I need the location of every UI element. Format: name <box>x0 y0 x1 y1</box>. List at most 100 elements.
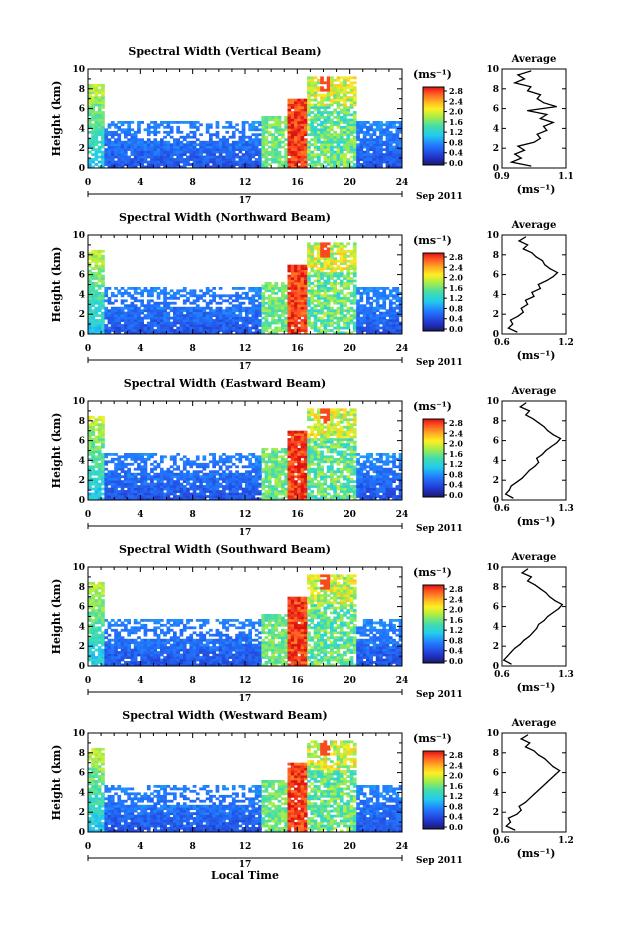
heatmap-cell <box>228 480 233 483</box>
heatmap-cell <box>333 98 337 102</box>
heatmap-cell <box>130 321 135 325</box>
panel-1: Spectral Width (Vertical Beam)0246810Hei… <box>50 45 574 206</box>
heatmap-cell <box>294 287 298 290</box>
heatmap-cell <box>127 329 131 332</box>
heatmap-cell <box>297 153 301 156</box>
heatmap-cell <box>94 487 99 491</box>
heatmap-cell <box>349 306 354 310</box>
heatmap-cell <box>169 148 174 151</box>
heatmap-cell <box>110 319 115 322</box>
heatmap-cell <box>336 244 341 248</box>
heatmap-cell <box>281 482 285 486</box>
heatmap-cell <box>264 148 269 151</box>
heatmap-cell <box>326 130 331 134</box>
heatmap-cell <box>146 492 151 496</box>
heatmap-cell <box>320 101 324 104</box>
heatmap-cell <box>182 472 187 476</box>
heatmap-cell <box>313 321 318 325</box>
heatmap-cell <box>202 291 207 295</box>
heatmap-cell <box>150 304 154 308</box>
heatmap-cell <box>192 135 197 139</box>
heatmap-cell <box>271 299 275 303</box>
heatmap-cell <box>160 470 164 474</box>
heatmap-cell <box>238 163 243 166</box>
heatmap-cell <box>182 148 187 151</box>
heatmap-cell <box>101 438 105 441</box>
heatmap-cell <box>94 249 99 253</box>
heatmap-cell <box>290 470 295 474</box>
heatmap-cell <box>97 160 102 164</box>
heatmap-cell <box>313 244 318 248</box>
heatmap-cell <box>218 153 223 156</box>
heatmap-cell <box>300 282 305 285</box>
heatmap-cell <box>202 150 207 154</box>
heatmap-cell <box>326 155 331 159</box>
heatmap-cell <box>271 133 275 137</box>
average-profile-point <box>524 299 527 301</box>
heatmap-cell <box>91 123 95 127</box>
heatmap-cell <box>199 480 203 483</box>
heatmap-cell <box>281 487 285 491</box>
heatmap-cell <box>254 135 259 139</box>
heatmap-cell <box>307 284 311 288</box>
heatmap-cell <box>114 487 118 491</box>
heatmap-cell <box>375 309 380 313</box>
heatmap-cell <box>388 314 393 317</box>
heatmap-cell <box>245 150 249 154</box>
average-x-tick-label: 0.9 <box>494 172 510 182</box>
heatmap-cell <box>176 477 180 481</box>
heatmap-cell <box>336 242 341 246</box>
heatmap-cell <box>209 155 213 159</box>
heatmap-cell <box>176 326 180 330</box>
heatmap-cell <box>218 329 223 332</box>
heatmap-cell <box>88 264 92 268</box>
average-profile-point <box>536 98 538 100</box>
heatmap-cell <box>287 301 292 305</box>
heatmap-cell <box>398 125 402 129</box>
heatmap-cell <box>248 128 252 132</box>
heatmap-cell <box>238 135 243 139</box>
heatmap-cell <box>333 301 337 305</box>
heatmap-cell <box>284 301 288 305</box>
heatmap-cell <box>284 477 288 481</box>
heatmap-cell <box>362 143 367 147</box>
heatmap-cell <box>124 306 128 310</box>
heatmap-cell <box>287 324 292 327</box>
heatmap-cell <box>88 306 92 310</box>
heatmap-cell <box>195 158 200 161</box>
heatmap-cell <box>186 319 190 322</box>
heatmap-cell <box>258 475 262 479</box>
heatmap-cell <box>352 264 357 268</box>
x-tick-label: 12 <box>239 178 252 188</box>
heatmap-cell <box>235 490 239 493</box>
heatmap-cell <box>163 487 167 491</box>
heatmap-cell <box>313 133 318 137</box>
heatmap-cell <box>215 121 220 124</box>
heatmap-cell <box>392 145 396 149</box>
heatmap-cell <box>133 314 138 317</box>
heatmap-cell <box>343 148 347 151</box>
heatmap-cell <box>97 465 102 469</box>
heatmap-cell <box>117 460 122 464</box>
heatmap-cell <box>107 475 112 479</box>
heatmap-cell <box>267 304 272 308</box>
heatmap-cell <box>176 148 180 151</box>
heatmap-cell <box>254 304 259 308</box>
average-y-tick-label: 2 <box>493 310 499 320</box>
heatmap-cell <box>375 287 380 290</box>
heatmap-cell <box>385 165 390 168</box>
heatmap-cell <box>317 331 321 334</box>
heatmap-cell <box>186 163 190 166</box>
heatmap-cell <box>287 274 292 278</box>
heatmap-cell <box>195 487 200 491</box>
heatmap-cell <box>310 249 315 253</box>
heatmap-cell <box>369 304 373 308</box>
heatmap-cell <box>392 289 396 293</box>
heatmap-cell <box>369 287 373 290</box>
heatmap-cell <box>297 128 301 132</box>
heatmap-cell <box>156 155 161 159</box>
heatmap-cell <box>356 324 360 327</box>
heatmap-cell <box>388 165 393 168</box>
heatmap-cell <box>290 101 295 104</box>
heatmap-cell <box>379 321 383 325</box>
